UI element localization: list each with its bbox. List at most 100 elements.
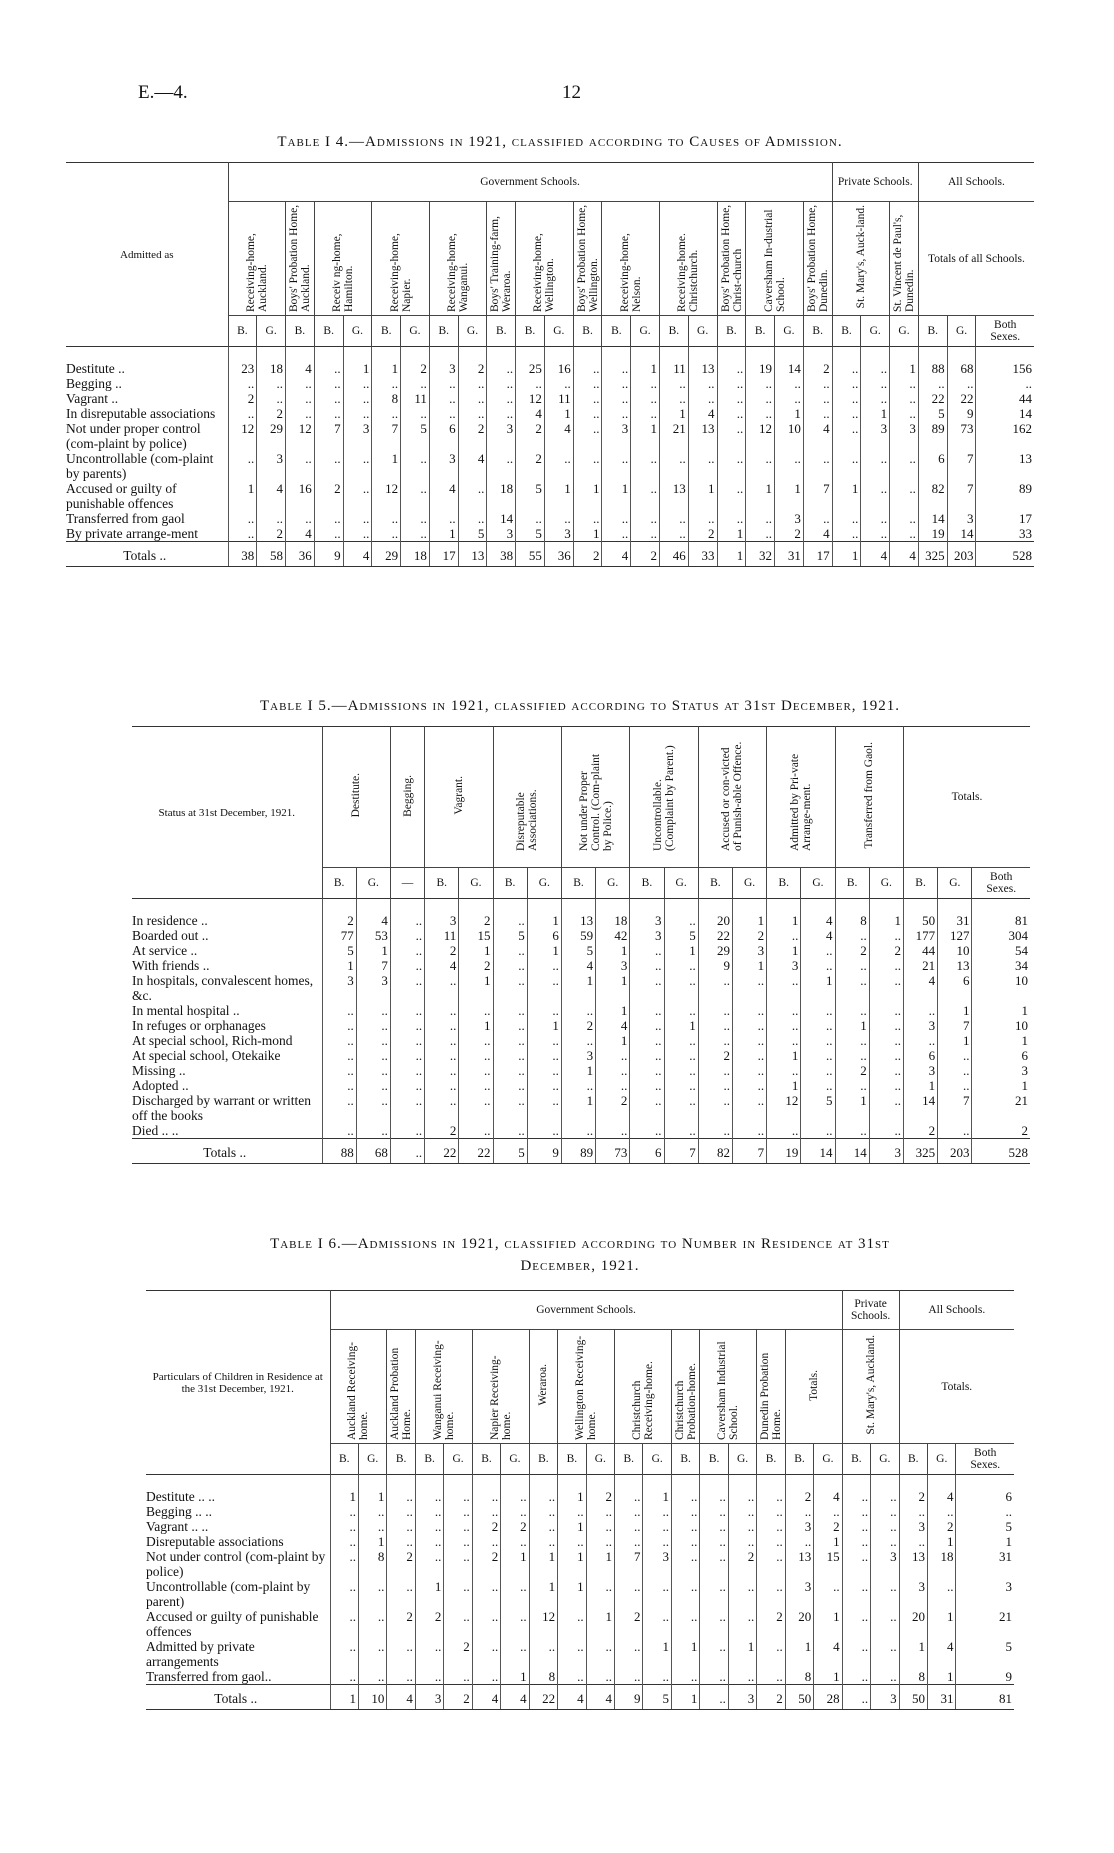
table-cell: 7 — [371, 421, 401, 451]
table-cell: .. — [756, 1669, 786, 1685]
table-cell: .. — [670, 1549, 700, 1579]
table-cell: 1 — [727, 1639, 757, 1669]
stub-header: Admitted as — [120, 248, 174, 261]
table-cell: 2 — [585, 1474, 615, 1504]
totals-cell: 58 — [256, 541, 286, 567]
sex-subheader: B. — [601, 315, 631, 347]
table-cell: .. — [355, 1003, 391, 1018]
table-cell: .. — [831, 451, 861, 481]
table-cell: .. — [486, 346, 516, 376]
column-header-label: Transferred from Gaol. — [863, 742, 876, 849]
table-cell: .. — [443, 1609, 473, 1639]
table-cell: 1 — [601, 481, 631, 511]
table-cell: .. — [756, 1579, 786, 1609]
totals-cell: 22 — [424, 1138, 459, 1164]
totals-cell: 22 — [458, 1138, 494, 1164]
table-row: Died .. ........ 2.......................… — [132, 1123, 1030, 1139]
column-header-label: Destitute. — [350, 773, 363, 818]
column-header: Caversham In-dustrial School. — [745, 201, 804, 316]
table-cell: .. — [745, 451, 775, 481]
column-header: Disreputable Associations. — [492, 726, 562, 868]
table-cell: 4 — [457, 451, 487, 481]
table-cell: .. — [834, 1048, 870, 1063]
table-cell: .. — [313, 406, 344, 421]
table-cell: 1 — [557, 1549, 587, 1579]
sex-subheader: G. — [813, 1443, 843, 1475]
table-cell: 3 — [731, 943, 767, 958]
sex-subheader: — — [389, 867, 425, 899]
table-cell: .. — [800, 1063, 836, 1078]
table-cell: 1 — [927, 1669, 956, 1685]
table-cell: .. — [727, 1669, 757, 1685]
table-cell: 6 — [955, 1474, 1014, 1504]
table-cell: .. — [630, 526, 660, 542]
table-cell: 5 — [515, 481, 545, 511]
table-cell: 1 — [557, 1474, 587, 1504]
row-label: Vagrant .. .. — [146, 1519, 209, 1534]
table-cell: .. — [572, 406, 602, 421]
row-label: Missing .. — [132, 1063, 186, 1078]
table-row: Vagrant .. ............ 2 2.. 1............… — [146, 1519, 1014, 1534]
table-cell: 1 — [766, 943, 801, 958]
table-cell: .. — [870, 1639, 900, 1669]
table-row: At special school, Otekaike.............… — [132, 1048, 1030, 1063]
table-cell: .. — [601, 391, 631, 406]
sex-subheader: G. — [927, 1443, 956, 1475]
table-cell: .. — [658, 376, 689, 391]
sex-subheader: B. — [428, 315, 459, 347]
table-cell: 1 — [371, 451, 401, 481]
table-cell: .. — [975, 376, 1034, 391]
table-cell: .. — [731, 1003, 767, 1018]
table-cell: 1 — [526, 943, 562, 958]
totals-cell: 38 — [486, 541, 516, 567]
table-cell: .. — [831, 511, 861, 526]
table-cell: 1 — [971, 1033, 1030, 1048]
table-cell: .. — [601, 526, 631, 542]
totals-cell: 50 — [784, 1684, 814, 1710]
row-label: With friends .. — [132, 958, 210, 973]
table-cell: 2 — [458, 898, 494, 928]
table-cell: .. — [389, 898, 425, 928]
table-cell: .. — [800, 1048, 836, 1063]
table-row: Accused or guilty of punishable offences… — [66, 481, 1034, 511]
table-cell: .. — [601, 376, 631, 391]
table-cell: .. — [766, 1003, 801, 1018]
column-header-label: St. Mary's, Auckland. — [864, 1335, 877, 1435]
sex-subheader: G. — [355, 867, 391, 899]
sex-subheader: Both Sexes. — [975, 315, 1034, 347]
table-cell: .. — [831, 526, 861, 542]
table-cell: 89 — [917, 421, 948, 451]
table-cell: 3 — [629, 898, 665, 928]
table-cell: .. — [670, 1534, 700, 1549]
totals-cell: 2 — [756, 1684, 786, 1710]
table-cell: .. — [868, 958, 904, 973]
table-cell: .. — [572, 451, 602, 481]
totals-cell: 17 — [802, 541, 833, 567]
table-cell: .. — [841, 1669, 871, 1685]
table-cell: .. — [526, 1078, 562, 1093]
totals-label: Totals .. — [66, 541, 228, 567]
table-cell: .. — [389, 958, 425, 973]
totals-row: Totals .. 88 68.. 22 22 5 9 89 73 6 7 82 7 19 14 14 3 325… — [132, 1138, 1030, 1164]
column-header: Receiving-home, Nelson. — [601, 201, 660, 316]
table-cell: 31 — [937, 898, 972, 928]
table-cell: .. — [766, 928, 801, 943]
table-row: Uncontrollable (com-plaint by parent)...… — [146, 1579, 1014, 1609]
table-cell: 14 — [902, 1093, 938, 1123]
table-cell: .. — [841, 1639, 871, 1669]
totals-cell: 33 — [687, 541, 718, 567]
table-cell: 1 — [458, 943, 494, 958]
table-cell: .. — [800, 1003, 836, 1018]
row-label: Not under proper control (com-plaint by … — [66, 421, 201, 451]
table-row: Missing ................ 1.............. 2… — [132, 1063, 1030, 1078]
table-cell: .. — [500, 1609, 530, 1639]
table-cell: 1 — [687, 481, 718, 511]
table-cell: 4 — [256, 481, 286, 511]
table-cell: .. — [614, 1579, 643, 1609]
table-cell: .. — [471, 1474, 501, 1504]
table-cell: 2 — [400, 346, 430, 376]
table-cell: .. — [870, 1669, 900, 1685]
table-row: Accused or guilty of punishable offences… — [146, 1609, 1014, 1639]
table-cell: .. — [699, 1504, 729, 1519]
table-cell: 162 — [975, 421, 1034, 451]
